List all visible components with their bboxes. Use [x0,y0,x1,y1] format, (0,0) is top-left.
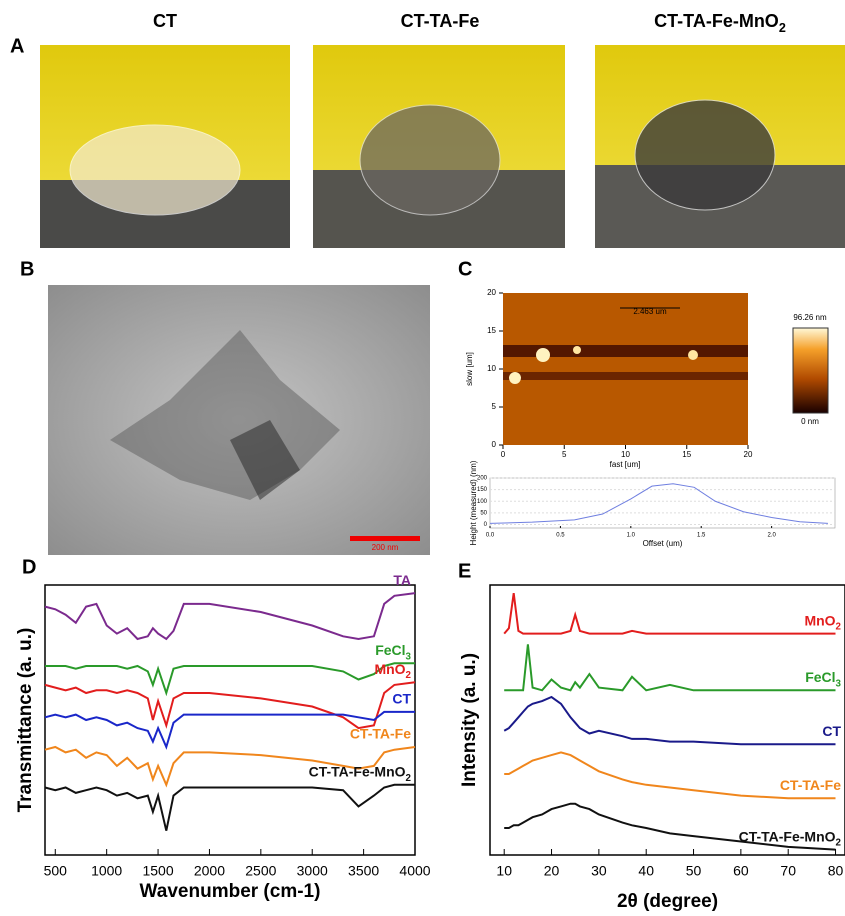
series-line [489,483,828,524]
x-tick-label: 2500 [245,863,276,879]
x-axis-label: Offset (um) [643,539,683,548]
y-tick-label: 10 [487,364,496,373]
x-tick-label: 50 [686,863,702,879]
afm-marker: 2.463 um [633,307,667,316]
panel-letter: C [458,258,472,280]
x-tick-label: 0.5 [556,533,565,539]
x-tick-label: 60 [733,863,749,879]
afm-particle [573,346,581,354]
photo-group [40,45,845,248]
scale-label: 200 nm [372,543,399,552]
x-tick-label: 0.0 [486,533,495,539]
afm-image [503,293,748,445]
x-tick-label: 1.0 [627,533,636,539]
afm-particle [688,350,698,360]
x-tick-label: 15 [682,450,691,459]
x-tick-label: 2000 [194,863,225,879]
series-line [504,644,836,692]
scale-bar [350,536,420,541]
photo-title: CT-TA-Fe [401,11,480,31]
afm-ylabel: slow [um] [465,352,474,386]
plot-frame [489,477,836,529]
afm-particle [509,372,521,384]
series-line [44,745,416,788]
x-tick-label: 20 [744,450,753,459]
tem-image [48,285,430,555]
series-label: CT-TA-Fe [780,777,841,793]
series-label: MnO2 [804,612,841,632]
series-label: FeCl3 [375,642,411,662]
x-tick-label: 10 [496,863,512,879]
plot-frame [44,584,416,856]
y-tick-label: 50 [480,510,487,516]
series-line [44,681,416,730]
afm-particle [536,348,550,362]
panel-letter: B [20,258,34,280]
y-tick-label: 20 [487,288,496,297]
y-tick-label: 150 [477,487,488,493]
y-tick-label: 200 [477,476,488,482]
series-line [44,592,416,641]
series-label: CT [822,723,841,739]
y-tick-label: 5 [492,402,497,411]
series-line [44,783,415,831]
y-tick-label: 100 [477,499,488,505]
y-tick-label: 0 [492,440,497,449]
colorbar-max: 96.26 nm [793,313,827,322]
y-axis-label: Transmittance (a. u.) [15,628,36,813]
colorbar [792,327,829,414]
series-line [503,592,836,635]
x-tick-label: 3500 [348,863,379,879]
y-tick-label: 15 [487,326,496,335]
x-tick-label: 10 [621,450,630,459]
panel-letter: D [22,556,36,578]
series-line [503,695,836,746]
afm-xlabel: fast [um] [610,460,641,469]
vial [634,99,776,211]
x-tick-label: 3000 [297,863,328,879]
x-tick-label: 30 [591,863,607,879]
vial [359,104,501,216]
x-tick-label: 0 [501,450,506,459]
series-label: CT-TA-Fe-MnO2 [739,828,842,848]
x-tick-label: 40 [638,863,654,879]
afm-streak [503,372,748,380]
panel-letter: E [458,560,471,582]
tem-sheet [230,420,300,500]
y-tick-label: 0 [484,522,488,528]
x-tick-label: 70 [780,863,796,879]
y-axis-label: Height (measured) (nm) [469,460,478,545]
x-tick-label: 1000 [91,863,122,879]
x-axis-label: 2θ (degree) [617,891,718,912]
series-label: TA [393,572,411,588]
series-label: CT [392,691,411,707]
series-line [45,662,415,697]
photo-title: CT [153,11,177,31]
series-label: CT-TA-Fe-MnO2 [309,764,412,784]
x-tick-label: 5 [562,450,567,459]
series-label: FeCl3 [805,669,841,689]
plot-frame [489,584,845,856]
series-label: CT-TA-Fe [350,726,411,742]
x-tick-label: 4000 [399,863,430,879]
x-tick-label: 500 [44,863,68,879]
series-line [504,802,836,851]
y-axis-label: Intensity (a. u.) [459,653,480,787]
series-line [504,751,836,800]
x-axis-label: Wavenumber (cm-1) [140,881,321,902]
series-label: MnO2 [374,661,411,681]
x-tick-label: 1.5 [697,533,706,539]
panel-letter: A [10,35,24,57]
x-tick-label: 2.0 [767,533,776,539]
photo-title: CT-TA-Fe-MnO2 [654,11,786,36]
vial [69,124,241,216]
colorbar-min: 0 nm [801,417,819,426]
x-tick-label: 80 [828,863,844,879]
series-line [44,710,415,750]
x-tick-label: 1500 [142,863,173,879]
x-tick-label: 20 [544,863,560,879]
afm-streak [503,345,748,357]
